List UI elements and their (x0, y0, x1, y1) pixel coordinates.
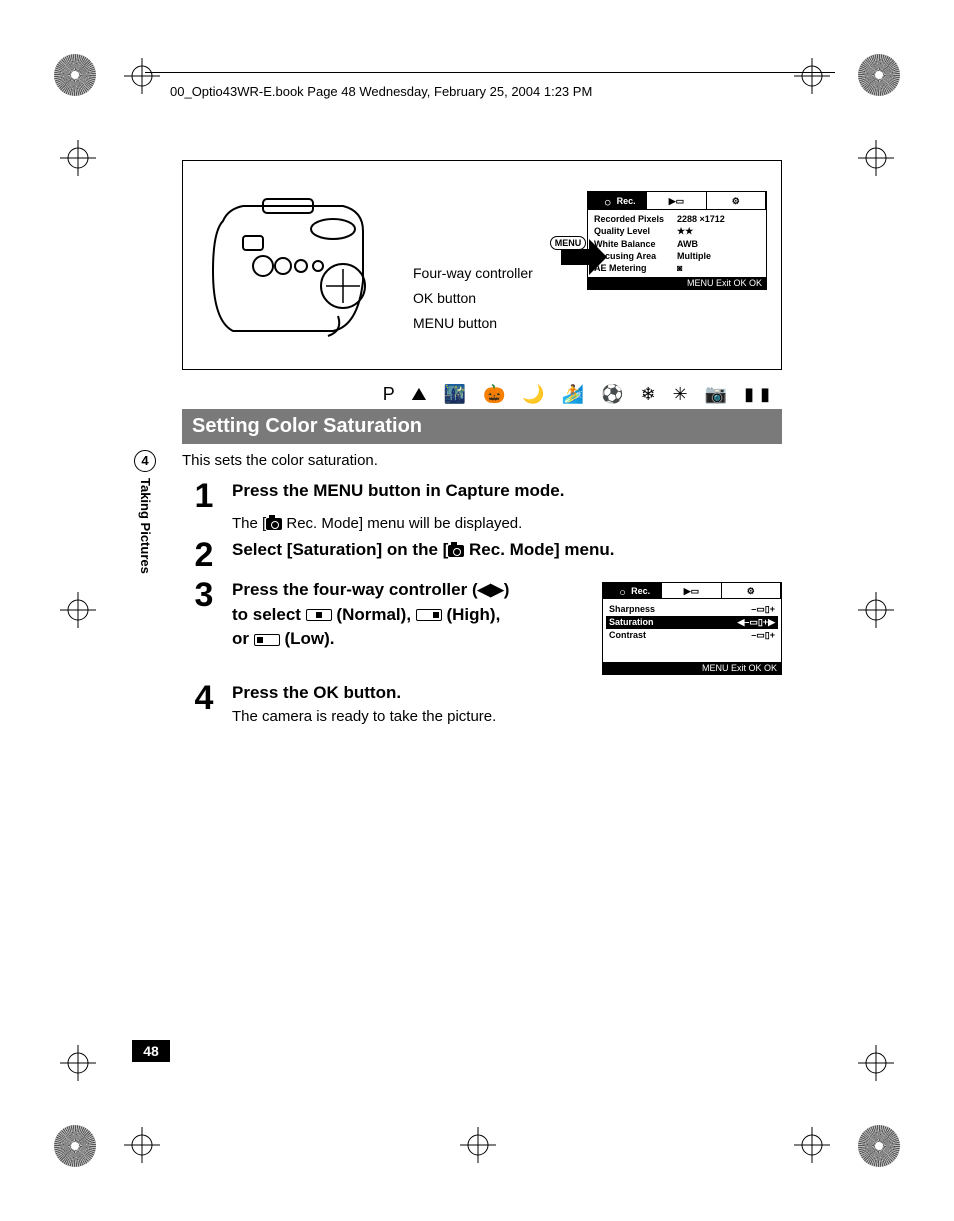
page-number: 48 (132, 1040, 170, 1062)
menu-tab-rec: Rec. Mode (588, 192, 647, 209)
registration-radial (54, 54, 96, 96)
menu-item-label: AE Metering (594, 263, 677, 273)
step-4: 4 Press the OK button. The camera is rea… (182, 681, 782, 725)
registration-mark (794, 58, 830, 94)
registration-mark (460, 1127, 496, 1163)
step-2: 2 Select [Saturation] on the [ Rec. Mode… (182, 538, 782, 572)
registration-mark (60, 1045, 96, 1081)
registration-mark (124, 58, 160, 94)
header-rule (145, 72, 835, 73)
menu-item-label: White Balance (594, 239, 677, 249)
step-number: 2 (182, 538, 226, 572)
step-body: The camera is ready to take the picture. (232, 708, 782, 725)
menu-item-value: 2288 ×1712 (677, 214, 760, 224)
menu-item-value: AWB (677, 239, 760, 249)
section-title: Setting Color Saturation (182, 409, 782, 444)
registration-radial (858, 54, 900, 96)
figure-labels: Four-way controller OK button MENU butto… (413, 261, 533, 337)
menu-footer: MENU Exit OK OK (603, 662, 781, 674)
registration-radial (54, 1125, 96, 1167)
mode-icons-row: P ⛰ 🌃 🎃 🌙 🏄 ⚽ ❄ ✳ 📷 ▮▮ (132, 384, 782, 405)
step-head: Press the four-way controller (◀▶) to se… (232, 578, 590, 652)
menu-item-value: Multiple (677, 251, 760, 261)
registration-radial (858, 1125, 900, 1167)
camera-icon (448, 545, 464, 557)
menu-body: Recorded Pixels2288 ×1712 Quality Level★… (588, 210, 766, 277)
chapter-number: 4 (134, 450, 156, 472)
registration-mark (124, 1127, 160, 1163)
figure-box: Four-way controller OK button MENU butto… (182, 160, 782, 370)
step-3: 3 Press the four-way controller (◀▶) to … (182, 578, 782, 675)
menu-item-label: Focusing Area (594, 251, 677, 261)
level-low-icon (254, 634, 280, 646)
menu-item-label: Quality Level (594, 226, 677, 237)
step-head: Press the MENU button in Capture mode. (232, 479, 782, 504)
step-1: 1 Press the MENU button in Capture mode.… (182, 479, 782, 532)
label-fourway: Four-way controller (413, 261, 533, 286)
menu-item-value: ★★ (677, 226, 760, 237)
step-head: Press the OK button. (232, 681, 782, 706)
menu-row: Contrast–▭▯+ (609, 629, 775, 642)
menu-row-selected: Saturation◀–▭▯+▶ (606, 616, 778, 629)
step-number: 3 (182, 578, 226, 612)
menu-tab-play-icon: ▶▭ (647, 192, 706, 209)
label-ok: OK button (413, 286, 533, 311)
level-high-icon (416, 609, 442, 621)
registration-mark (60, 140, 96, 176)
intro-text: This sets the color saturation. (182, 452, 782, 469)
rec-mode-menu: Rec. Mode ▶▭ ⚙ Recorded Pixels2288 ×1712… (587, 191, 767, 290)
step-number: 4 (182, 681, 226, 715)
menu-tab-setup-icon: ⚙ (707, 192, 766, 209)
label-menu: MENU button (413, 311, 533, 336)
menu-footer: MENU Exit OK OK (588, 277, 766, 289)
step-number: 1 (182, 479, 226, 513)
menu-tab-setup-icon: ⚙ (722, 583, 781, 598)
steps: 1 Press the MENU button in Capture mode.… (182, 479, 782, 725)
registration-mark (858, 140, 894, 176)
step-head: Select [Saturation] on the [ Rec. Mode] … (232, 538, 782, 563)
page-content: 4 Taking Pictures Four-way controller OK… (132, 160, 782, 731)
step-body: The [ Rec. Mode] menu will be displayed. (232, 515, 782, 532)
camera-icon (266, 518, 282, 530)
camera-illustration (203, 181, 383, 341)
menu-row: Sharpness–▭▯+ (609, 603, 775, 616)
level-normal-icon (306, 609, 332, 621)
book-header: 00_Optio43WR-E.book Page 48 Wednesday, F… (170, 84, 592, 99)
menu-tab-play-icon: ▶▭ (662, 583, 721, 598)
side-tab: 4 Taking Pictures (134, 450, 158, 650)
menu-tab-rec: Rec. Mode (603, 583, 662, 598)
menu-item-value: ◙ (677, 263, 760, 273)
registration-mark (858, 592, 894, 628)
registration-mark (858, 1045, 894, 1081)
saturation-menu: Rec. Mode ▶▭ ⚙ Sharpness–▭▯+ Saturation◀… (602, 582, 782, 675)
menu-item-label: Recorded Pixels (594, 214, 677, 224)
chapter-title: Taking Pictures (138, 478, 153, 574)
registration-mark (60, 592, 96, 628)
registration-mark (794, 1127, 830, 1163)
